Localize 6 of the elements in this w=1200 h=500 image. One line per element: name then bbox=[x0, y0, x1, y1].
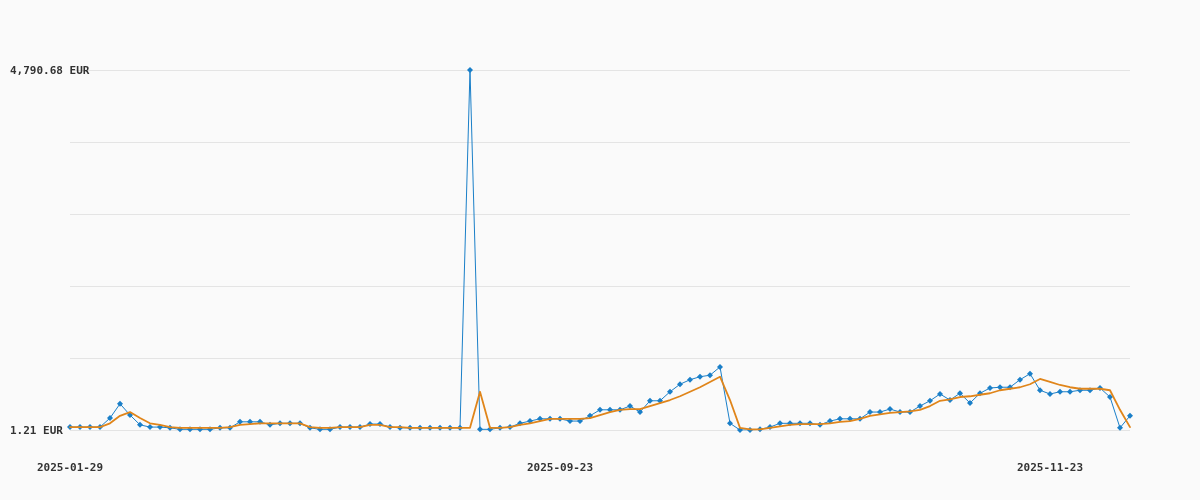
y-tick-label: 4,790.68 EUR bbox=[10, 63, 90, 77]
x-tick-label: 2025-01-29 bbox=[36, 461, 104, 474]
x-tick-label: 2025-09-23 bbox=[526, 461, 594, 474]
x-tick-label: 2025-11-23 bbox=[1016, 461, 1084, 474]
line-series bbox=[69, 375, 1131, 431]
y-tick-label: 1.21 EUR bbox=[10, 423, 64, 437]
